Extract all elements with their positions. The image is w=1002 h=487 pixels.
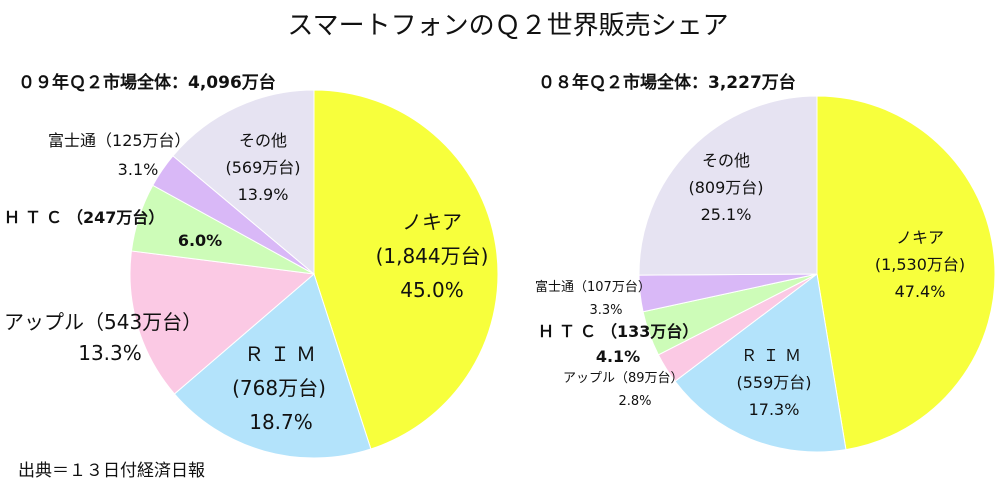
pie-2009-label-apple-pct: 13.3% <box>78 341 142 365</box>
pie-2008-slice-5 <box>638 95 818 276</box>
pie-2009-subtitle: ０９年Ｑ２市場全体：4,096万台 <box>18 72 276 93</box>
pie-2009-label-apple-name: アップル <box>4 310 84 334</box>
pie-2008-label-fujitsu-pct: 3.3% <box>589 303 622 318</box>
pie-2008-label-apple-units: （89万台） <box>615 371 684 386</box>
pie-2009-label-other-units: (569万台) <box>225 158 300 177</box>
pie-2008-label-other-units: (809万台) <box>688 178 763 197</box>
pie-2009-label-nokia-units: (1,844万台) <box>376 244 489 268</box>
pie-2009-label-htc-name: ＨＴＣ <box>4 208 67 227</box>
pie-2009-label-htc-pct: 6.0% <box>178 231 222 250</box>
pie-2009-slice-1 <box>173 273 372 459</box>
pie-2009-label-other-name: その他 <box>239 131 287 150</box>
pie-2008-label-htc: ＨＴＣ（133万台） <box>538 322 698 341</box>
pie-2009-slice-0 <box>313 89 499 450</box>
pie-2008-label-rim-pct: 17.3% <box>749 400 800 419</box>
pie-2009-label-fujitsu-units: （125万台） <box>96 131 191 150</box>
pie-2008-label-apple-pct: 2.8% <box>618 394 651 409</box>
pie-2009-label-nokia-pct: 45.0% <box>400 278 464 302</box>
pie-2008 <box>638 95 996 453</box>
pie-2008-label-htc-pct: 4.1% <box>596 347 640 366</box>
pie-2008-label-apple: アップル（89万台） <box>563 371 684 386</box>
pie-2009-slice-5 <box>172 89 315 276</box>
pie-2009-label-apple: アップル（543万台） <box>4 310 202 334</box>
pie-2008-slice-1 <box>674 273 847 453</box>
pie-2008-label-htc-units: （133万台） <box>601 322 698 341</box>
pie-2009 <box>129 89 499 459</box>
pie-2009-label-rim-name: ＲＩＭ <box>244 342 322 366</box>
pie-2008-label-fujitsu: 富士通（107万台） <box>535 279 651 295</box>
pie-2009-label-rim-pct: 18.7% <box>249 410 313 434</box>
pie-2008-label-nokia-pct: 47.4% <box>895 282 946 301</box>
pie-2009-label-fujitsu: 富士通（125万台） <box>48 131 191 150</box>
pie-2009-label-fujitsu-pct: 3.1% <box>118 160 159 179</box>
pie-2008-label-rim-units: (559万台) <box>736 373 811 392</box>
pie-2008-label-htc-name: ＨＴＣ <box>538 322 601 341</box>
pie-2009-label-rim-units: (768万台) <box>232 376 326 400</box>
pie-2008-label-apple-name: アップル <box>563 371 615 386</box>
source-note: 出典＝１３日付経済日報 <box>18 461 205 481</box>
pie-2009-label-nokia-name: ノキア <box>402 210 462 234</box>
pie-2008-label-other-name: その他 <box>702 151 750 170</box>
pie-2009-label-htc-units: （247万台） <box>67 208 164 227</box>
pie-2008-label-rim-name: ＲＩＭ <box>741 346 807 365</box>
pie-2008-label-nokia-units: (1,530万台) <box>875 255 965 274</box>
pie-2009-slice-2 <box>129 250 316 395</box>
pie-2009-label-htc: ＨＴＣ（247万台） <box>4 208 164 227</box>
chart-title: スマートフォンのＱ２世界販売シェア <box>287 11 728 41</box>
pie-2009-label-apple-units: （543万台） <box>84 310 202 334</box>
pie-2008-label-nokia-name: ノキア <box>896 228 944 247</box>
pie-2008-label-fujitsu-units: （107万台） <box>574 280 651 295</box>
pie-2008-subtitle: ０８年Ｑ２市場全体：3,227万台 <box>538 72 796 93</box>
pie-2008-label-other-pct: 25.1% <box>701 205 752 224</box>
pie-2008-slice-0 <box>816 95 996 451</box>
pie-2008-label-fujitsu-name: 富士通 <box>535 279 574 295</box>
pie-2009-label-fujitsu-name: 富士通 <box>48 131 96 150</box>
pie-2009-label-other-pct: 13.9% <box>238 185 289 204</box>
